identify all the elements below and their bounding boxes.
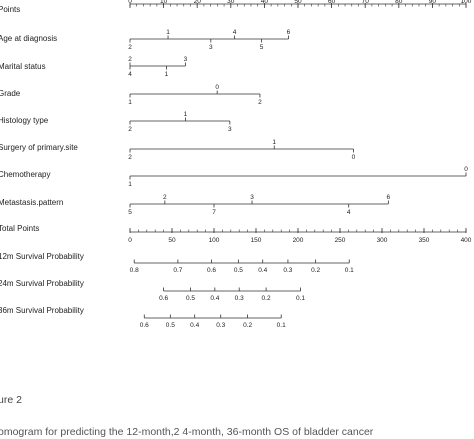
category-label-grade: 0 — [215, 84, 219, 91]
figure-label: ure 2 — [0, 394, 22, 406]
prob-label-s36: 0.2 — [243, 322, 252, 329]
category-label-surgery: 1 — [272, 139, 276, 146]
category-label-age: 5 — [260, 44, 264, 51]
tick-label-total: 350 — [419, 237, 430, 244]
category-label-age: 1 — [166, 29, 170, 36]
category-label-histology: 3 — [228, 126, 232, 133]
category-label-metastasis: 2 — [163, 194, 167, 201]
category-label-marital: 1 — [165, 71, 169, 78]
tick-label-total: 0 — [128, 237, 132, 244]
category-label-grade: 1 — [128, 99, 132, 106]
category-label-metastasis: 4 — [347, 209, 351, 216]
tick-label-total: 400 — [461, 237, 472, 244]
prob-label-s12: 0.6 — [207, 267, 216, 274]
category-label-chemo: 0 — [464, 166, 468, 173]
row-label-s12: 12m Survival Probability — [0, 252, 84, 261]
category-label-histology: 2 — [128, 126, 132, 133]
category-label-grade: 2 — [258, 99, 262, 106]
tick-label-points: 0 — [128, 0, 132, 5]
row-label-s24: 24m Survival Probability — [0, 279, 84, 288]
figure-caption: omogram for predicting the 12-month,2 4-… — [0, 426, 374, 438]
tick-label-points: 90 — [429, 0, 437, 5]
prob-label-s12: 0.7 — [173, 267, 182, 274]
row-label-total: Total Points — [0, 224, 39, 233]
category-label-surgery: 0 — [352, 154, 356, 161]
category-label-metastasis: 5 — [128, 209, 132, 216]
tick-label-total: 150 — [251, 237, 262, 244]
tick-label-points: 30 — [227, 0, 235, 5]
row-label-grade: Grade — [0, 89, 21, 98]
row-label-metastasis: Metastasis.pattern — [0, 198, 63, 207]
category-label-marital: 4 — [128, 71, 132, 78]
category-label-histology: 1 — [184, 111, 188, 118]
tick-label-points: 50 — [294, 0, 302, 5]
prob-label-s12: 0.1 — [345, 267, 354, 274]
prob-label-s12: 0.5 — [234, 267, 243, 274]
row-label-s36: 36m Survival Probability — [0, 306, 84, 315]
category-label-metastasis: 7 — [212, 209, 216, 216]
category-label-age: 3 — [209, 44, 213, 51]
prob-label-s24: 0.1 — [296, 295, 305, 302]
prob-label-s12: 0.3 — [283, 267, 292, 274]
category-label-metastasis: 3 — [250, 194, 254, 201]
tick-label-points: 100 — [461, 0, 472, 5]
category-label-marital: 3 — [184, 56, 188, 63]
tick-label-points: 40 — [261, 0, 269, 5]
category-label-metastasis: 6 — [387, 194, 391, 201]
tick-label-total: 100 — [209, 237, 220, 244]
prob-label-s24: 0.5 — [186, 295, 195, 302]
category-label-age: 4 — [233, 29, 237, 36]
prob-label-s12: 0.8 — [130, 267, 139, 274]
prob-label-s24: 0.4 — [210, 295, 219, 302]
tick-label-total: 200 — [293, 237, 304, 244]
row-label-histology: Histology type — [0, 116, 49, 125]
prob-label-s36: 0.6 — [140, 322, 149, 329]
prob-label-s36: 0.3 — [216, 322, 225, 329]
tick-label-points: 70 — [362, 0, 370, 5]
row-label-age: Age at diagnosis — [0, 34, 57, 43]
row-label-surgery: Surgery of primary.site — [0, 143, 78, 152]
tick-label-total: 50 — [168, 237, 176, 244]
tick-label-points: 20 — [194, 0, 202, 5]
tick-label-total: 300 — [377, 237, 388, 244]
prob-label-s24: 0.3 — [235, 295, 244, 302]
prob-label-s24: 0.2 — [262, 295, 271, 302]
row-label-points: Points — [0, 5, 20, 14]
row-label-chemo: Chemotherapy — [0, 170, 50, 179]
prob-label-s24: 0.6 — [159, 295, 168, 302]
tick-label-points: 60 — [328, 0, 336, 5]
category-label-surgery: 2 — [128, 154, 132, 161]
category-label-marital: 2 — [128, 56, 132, 63]
category-label-age: 6 — [287, 29, 291, 36]
tick-label-points: 10 — [160, 0, 168, 5]
prob-label-s12: 0.2 — [311, 267, 320, 274]
tick-label-total: 250 — [335, 237, 346, 244]
prob-label-s36: 0.1 — [277, 322, 286, 329]
tick-label-points: 80 — [395, 0, 403, 5]
category-label-chemo: 1 — [128, 181, 132, 188]
row-label-marital: Marital status — [0, 62, 46, 71]
category-label-age: 2 — [128, 44, 132, 51]
prob-label-s36: 0.5 — [166, 322, 175, 329]
prob-label-s12: 0.4 — [258, 267, 267, 274]
prob-label-s36: 0.4 — [190, 322, 199, 329]
